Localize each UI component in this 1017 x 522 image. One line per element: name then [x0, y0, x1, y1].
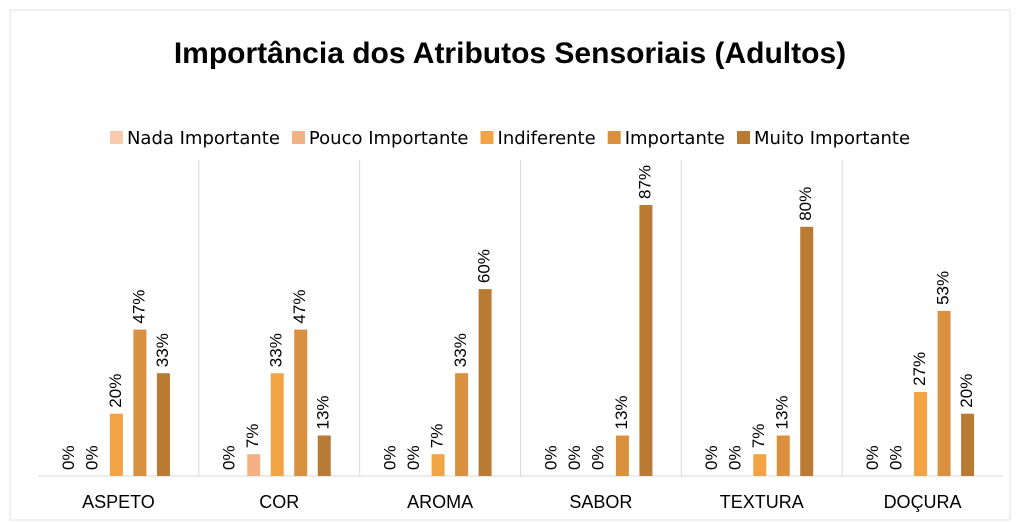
value-label: 7% [749, 424, 768, 449]
legend-label: Muito Importante [754, 128, 910, 149]
legend-swatch [737, 131, 751, 144]
value-label: 20% [957, 374, 976, 408]
x-tick-label: AROMA [407, 492, 473, 512]
bar [455, 373, 469, 476]
legend-swatch [607, 131, 621, 144]
bar [133, 329, 147, 476]
bar [753, 454, 767, 476]
bar [937, 310, 951, 476]
x-tick-label: COR [259, 492, 299, 512]
x-tick-label: DOÇURA [884, 492, 962, 512]
bar [156, 373, 170, 476]
value-label: 0% [220, 445, 239, 470]
value-label: 0% [887, 445, 906, 470]
legend-label: Pouco Importante [309, 128, 469, 149]
value-label: 13% [612, 395, 631, 429]
value-label: 33% [153, 333, 172, 367]
bar [431, 454, 445, 476]
value-label: 7% [243, 424, 262, 449]
chart-frame [9, 9, 1011, 521]
legend: Nada Importante Pouco Importante Indiferen… [109, 128, 910, 149]
value-label: 13% [773, 395, 792, 429]
bar [294, 329, 308, 476]
bar [961, 413, 975, 476]
bar [247, 454, 261, 476]
legend-label: Indiferente [498, 128, 596, 149]
bar [270, 373, 284, 476]
legend-label: Importante [625, 128, 725, 149]
value-label: 60% [475, 249, 494, 283]
value-label: 0% [588, 445, 607, 470]
value-label: 0% [404, 445, 423, 470]
value-label: 33% [451, 333, 470, 367]
value-label: 0% [702, 445, 721, 470]
bar [109, 413, 123, 476]
value-label: 47% [129, 290, 148, 324]
bar [478, 289, 492, 476]
value-label: 53% [934, 271, 953, 305]
legend-swatch [109, 131, 123, 144]
value-label: 0% [381, 445, 400, 470]
value-label: 27% [910, 352, 929, 386]
value-label: 7% [428, 424, 447, 449]
value-label: 20% [106, 374, 125, 408]
value-label: 87% [635, 165, 654, 199]
legend-swatch [291, 131, 305, 144]
x-tick-label: ASPETO [82, 492, 155, 512]
x-tick-label: TEXTURA [720, 492, 804, 512]
legend-swatch [480, 131, 494, 144]
value-label: 13% [314, 395, 333, 429]
bar [615, 435, 629, 476]
value-label: 0% [82, 445, 101, 470]
legend-label: Nada Importante [127, 128, 280, 149]
value-label: 33% [267, 333, 286, 367]
value-label: 0% [565, 445, 584, 470]
x-tick-label: SABOR [569, 492, 632, 512]
value-label: 0% [541, 445, 560, 470]
bar [800, 226, 814, 476]
value-label: 80% [796, 187, 815, 221]
bar [914, 391, 928, 476]
bar [776, 435, 790, 476]
value-label: 47% [290, 290, 309, 324]
bar [639, 204, 653, 476]
chart-title: Importância dos Atributos Sensoriais (Ad… [174, 37, 846, 70]
bar [317, 435, 331, 476]
value-label: 0% [726, 445, 745, 470]
value-label: 0% [59, 445, 78, 470]
value-label: 0% [863, 445, 882, 470]
